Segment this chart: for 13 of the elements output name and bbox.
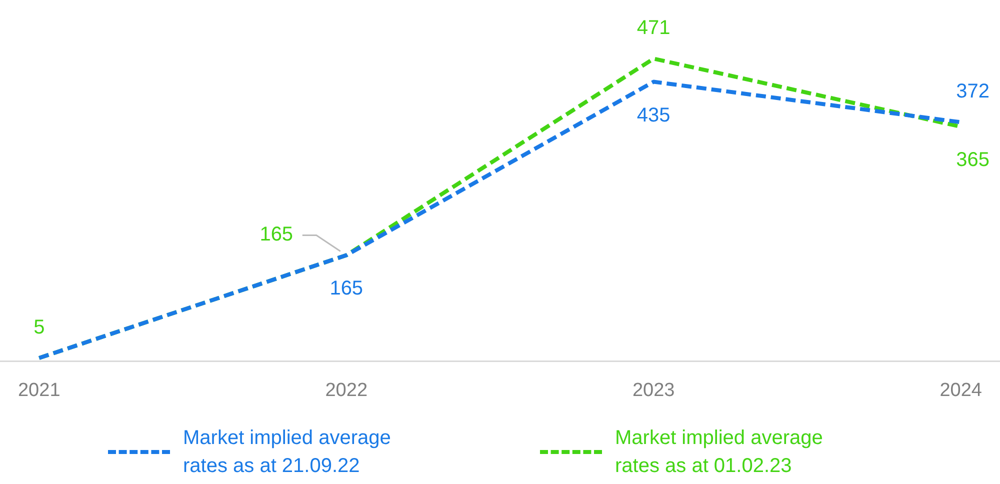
legend-label: Market implied average rates as at 01.02.23 bbox=[615, 426, 824, 479]
data-label: 435 bbox=[636, 104, 670, 126]
x-tick-label: 2023 bbox=[632, 380, 675, 401]
data-label: 165 bbox=[260, 224, 294, 246]
data-label: 365 bbox=[956, 149, 990, 172]
data-label: 471 bbox=[636, 17, 670, 40]
legend-label: Market implied average rates as at 21.09.22 bbox=[183, 426, 392, 479]
x-tick-label: 2022 bbox=[325, 380, 368, 401]
data-label: 5 bbox=[34, 316, 45, 339]
data-label: 372 bbox=[956, 80, 990, 103]
x-tick-label: 2021 bbox=[18, 380, 60, 401]
data-label: 165 bbox=[330, 278, 364, 300]
x-tick-label: 2024 bbox=[940, 380, 982, 401]
